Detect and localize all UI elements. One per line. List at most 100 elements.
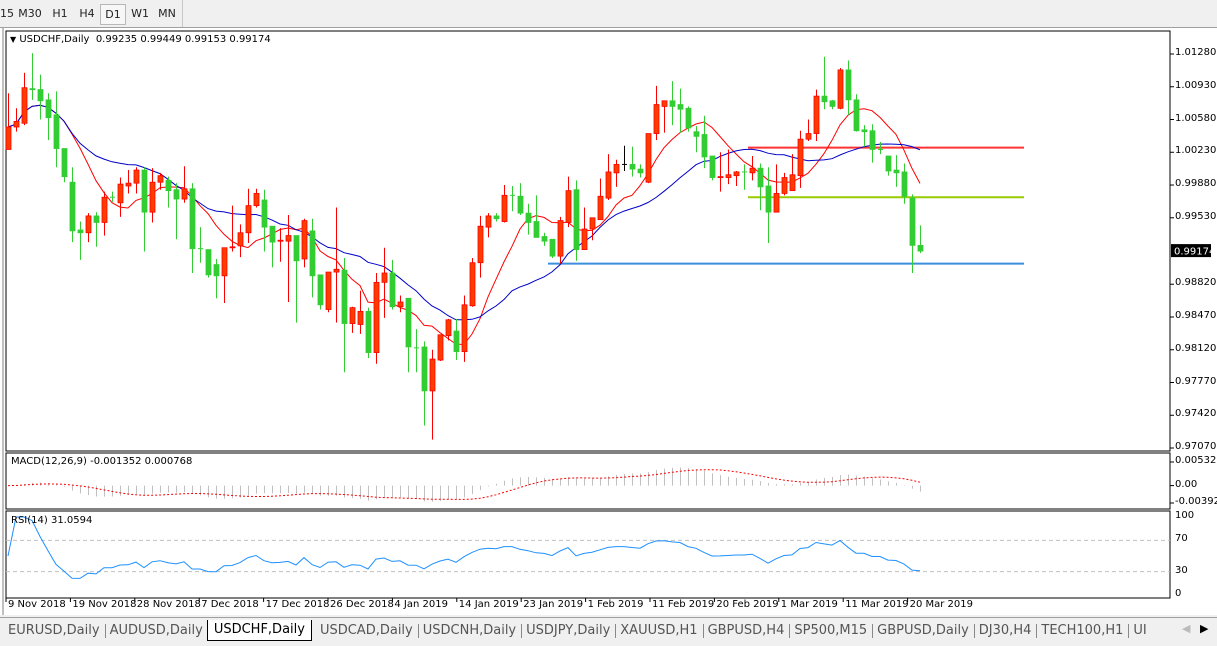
candle-body — [437, 334, 444, 361]
candle — [253, 188, 260, 208]
chart-window[interactable] — [0, 28, 1217, 615]
candle — [541, 232, 548, 246]
candle-body — [125, 182, 132, 187]
chart-tab[interactable]: UI — [1133, 623, 1147, 638]
candle — [573, 180, 580, 261]
candle — [637, 164, 644, 178]
candle-body — [117, 183, 124, 204]
ohlc-values: 0.99235 0.99449 0.99153 0.99174 — [95, 34, 271, 45]
candle — [829, 99, 836, 110]
candle-body — [629, 164, 636, 170]
tab-separator — [872, 624, 874, 638]
candle — [389, 259, 396, 310]
chart-tab[interactable]: GBPUSD,Daily — [877, 623, 969, 638]
timeframe-w1[interactable]: W1 — [131, 7, 149, 20]
chart-tab[interactable]: XAUUSD,H1 — [620, 623, 698, 638]
candle-body — [557, 220, 564, 257]
candle-body — [781, 177, 788, 194]
candle-body — [261, 199, 268, 228]
candle-body — [797, 138, 804, 177]
price-axis-label: 0.98120 — [1175, 342, 1217, 354]
chart-tab[interactable]: DJ30,H4 — [978, 623, 1032, 638]
candle-body — [229, 246, 236, 249]
candle — [405, 297, 412, 373]
tab-separator — [1128, 624, 1130, 638]
candle — [85, 213, 92, 243]
collapse-triangle-icon[interactable]: ▼ — [10, 35, 17, 44]
candle — [837, 68, 844, 110]
chart-tab[interactable]: USDCAD,Daily — [319, 623, 413, 638]
candle — [110, 191, 115, 202]
chart-tab[interactable]: USDJPY,Daily — [526, 623, 611, 638]
candle-body — [845, 69, 852, 101]
chart-tab[interactable]: TECH100,H1 — [1041, 623, 1124, 638]
candle-body — [397, 301, 404, 308]
timeframe-m15[interactable]: 15 — [0, 7, 14, 20]
candle-body — [709, 155, 716, 178]
candle — [533, 195, 540, 238]
candle — [517, 183, 524, 215]
date-axis-label: 4 Jan 2019 — [394, 599, 448, 610]
candle-body — [205, 249, 212, 276]
chart-tab[interactable]: SP500,M15 — [794, 623, 868, 638]
candle — [869, 124, 876, 163]
chart-tab[interactable]: AUDUSD,Daily — [109, 623, 203, 638]
candle-body — [645, 133, 652, 183]
candle-body — [373, 281, 380, 353]
candle — [29, 53, 36, 100]
tab-separator — [702, 624, 704, 638]
candle-body — [653, 104, 660, 134]
candle — [181, 166, 188, 203]
candle — [277, 228, 284, 262]
timeframe-mn[interactable]: MN — [158, 7, 176, 20]
chart-tab[interactable]: USDCHF,Daily — [206, 620, 312, 641]
candle — [749, 156, 756, 181]
candle — [133, 167, 140, 194]
candle-body — [597, 195, 604, 221]
chart-tab[interactable]: EURUSD,Daily — [8, 623, 100, 638]
candle — [773, 164, 780, 213]
candle — [581, 207, 588, 251]
candle — [493, 213, 500, 222]
candle — [93, 212, 100, 247]
candle-body — [533, 221, 540, 238]
candle-body — [677, 104, 684, 110]
candle-body — [173, 189, 180, 200]
price-axis-label: 0.99880 — [1175, 178, 1217, 190]
candle-body — [293, 235, 300, 262]
chart-tab[interactable]: GBPUSD,H4 — [707, 623, 785, 638]
tab-scroll-left-icon[interactable]: ◀ — [1182, 622, 1191, 635]
timeframe-h4[interactable]: H4 — [79, 7, 95, 20]
candle — [510, 185, 515, 212]
candle — [189, 183, 196, 274]
candle-body — [181, 188, 188, 200]
candle — [797, 130, 804, 188]
candle-body — [565, 190, 572, 223]
rsi-axis-label: 70 — [1175, 533, 1188, 545]
tab-scroll-right-icon[interactable]: ▶ — [1200, 622, 1209, 635]
candle-body — [189, 188, 196, 250]
price-axis-label: 0.97420 — [1175, 408, 1217, 420]
timeframe-m30[interactable]: M30 — [18, 7, 42, 20]
candle — [901, 163, 908, 204]
candle — [605, 154, 612, 201]
chart-tab[interactable]: USDCNH,Daily — [422, 623, 517, 638]
candle — [878, 141, 883, 155]
candle — [397, 295, 404, 313]
candle — [45, 93, 52, 141]
date-axis-label: 23 Jan 2019 — [523, 599, 584, 610]
candle — [341, 258, 348, 373]
candle — [701, 115, 708, 169]
chart-canvas[interactable]: 0.99174 — [0, 0, 1217, 617]
candle-body — [805, 133, 812, 140]
candle — [717, 152, 724, 192]
candle — [141, 167, 148, 252]
candle-body — [605, 171, 612, 199]
candle — [101, 191, 108, 236]
candle-body — [581, 228, 588, 251]
candle — [13, 108, 20, 132]
timeframe-d1[interactable]: D1 — [100, 4, 126, 25]
candle-body — [37, 89, 44, 102]
timeframe-h1[interactable]: H1 — [52, 7, 68, 20]
date-axis-label: 28 Nov 2018 — [136, 599, 201, 610]
